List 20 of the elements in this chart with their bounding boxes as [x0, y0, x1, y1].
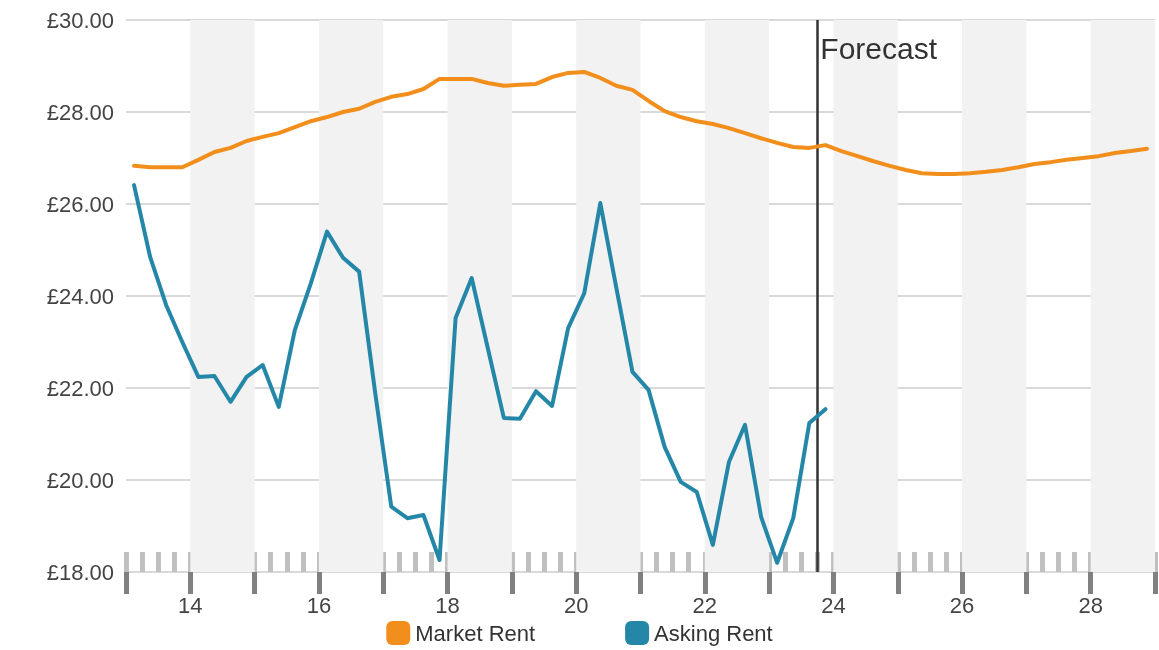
x-tick-label: 24: [821, 592, 846, 618]
y-tick-label: £24.00: [46, 283, 114, 309]
line-series: [132, 69, 1149, 177]
x-tick-label: 14: [178, 592, 203, 618]
legend-label: Asking Rent: [654, 620, 773, 646]
y-tick-label: £30.00: [46, 7, 114, 33]
x-tick-label: 16: [306, 592, 332, 618]
ref-line-label: Forecast: [820, 31, 938, 65]
y-tick-label: £20.00: [46, 467, 114, 493]
y-tick-label: £26.00: [46, 191, 114, 217]
x-tick-label: 22: [692, 592, 718, 618]
y-tick-label: £22.00: [46, 375, 114, 401]
y-tick-label: £18.00: [46, 559, 114, 585]
x-tick-label: 20: [563, 592, 589, 618]
legend-label: Market Rent: [415, 620, 536, 646]
x-tick-label: 18: [435, 592, 460, 618]
line-series: [132, 183, 828, 565]
x-tick-label: 26: [949, 592, 975, 618]
x-tick-label: 28: [1078, 592, 1103, 618]
y-tick-label: £28.00: [46, 99, 114, 125]
